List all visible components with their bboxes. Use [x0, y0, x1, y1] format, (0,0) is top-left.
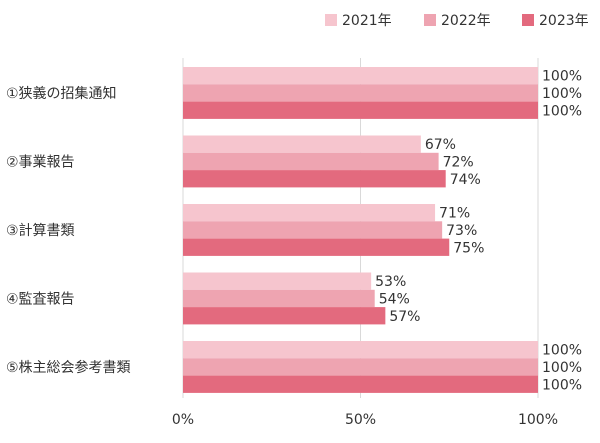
data-label: 74%	[450, 172, 481, 188]
bar	[183, 289, 375, 308]
data-labels: 100%100%100%67%72%74%71%73%75%53%54%57%1…	[375, 69, 582, 394]
category-label: ⑤株主総会参考書類	[6, 359, 131, 376]
legend-swatch	[424, 14, 436, 26]
legend-label: 2022年	[441, 13, 491, 29]
bar	[183, 307, 386, 325]
legend: 2021年 2022年 2023年	[325, 13, 589, 29]
data-label: 100%	[542, 360, 582, 376]
category-labels: ①狭義の招集通知 ②事業報告 ③計算書類 ④監査報告 ⑤株主総会参考書類	[6, 85, 131, 376]
bar	[183, 238, 450, 256]
category-label: ②事業報告	[6, 154, 75, 170]
bar	[183, 67, 538, 85]
bar	[183, 375, 538, 393]
legend-label: 2021年	[342, 13, 392, 29]
data-label: 100%	[542, 377, 582, 393]
bar	[183, 221, 443, 239]
data-label: 67%	[425, 137, 456, 153]
legend-swatch	[325, 14, 337, 26]
x-tick-label: 50%	[345, 412, 376, 428]
bar	[183, 358, 538, 376]
data-label: 75%	[453, 240, 484, 256]
bar	[183, 272, 372, 290]
category-label: ④監査報告	[6, 290, 75, 307]
data-label: 53%	[375, 274, 406, 290]
bars	[183, 67, 538, 393]
legend-label: 2023年	[539, 13, 589, 29]
data-label: 71%	[439, 206, 470, 222]
bar	[183, 101, 538, 119]
data-label: 73%	[446, 223, 477, 239]
data-label: 100%	[542, 103, 582, 119]
bar	[183, 135, 421, 153]
data-label: 100%	[542, 86, 582, 102]
x-tick-label: 100%	[518, 412, 558, 428]
bar	[183, 170, 446, 188]
legend-swatch	[522, 14, 534, 26]
category-label: ③計算書類	[6, 223, 75, 239]
bar	[183, 152, 439, 171]
data-label: 100%	[542, 343, 582, 359]
data-label: 54%	[379, 291, 410, 307]
data-label: 57%	[389, 309, 420, 325]
x-axis-ticks: 0% 50% 100%	[172, 412, 558, 428]
bar	[183, 204, 436, 222]
data-label: 100%	[542, 69, 582, 85]
bar	[183, 341, 538, 359]
x-tick-label: 0%	[172, 412, 194, 428]
data-label: 72%	[443, 154, 474, 170]
category-label: ①狭義の招集通知	[6, 85, 117, 102]
bar	[183, 84, 538, 102]
